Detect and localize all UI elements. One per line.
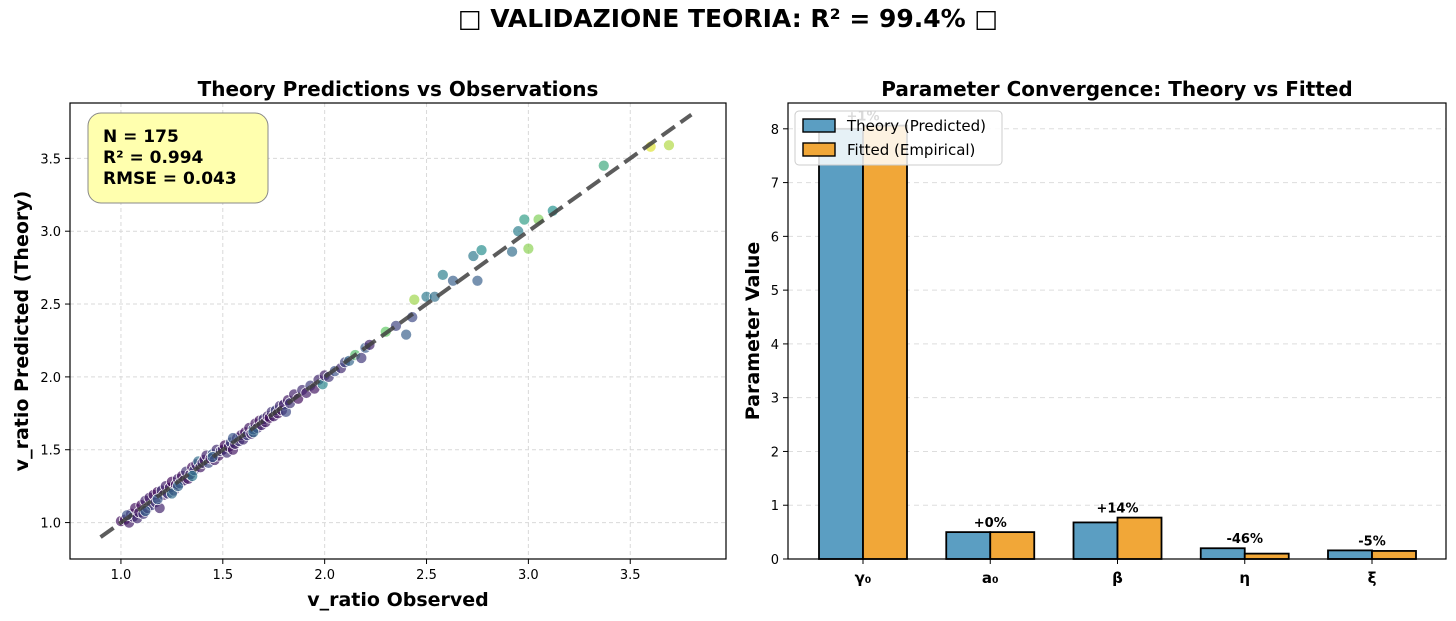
legend-label-fitted: Fitted (Empirical) xyxy=(847,141,975,159)
bar-y-tick-label: 8 xyxy=(771,123,779,138)
stats-r2: R² = 0.994 xyxy=(103,148,204,168)
reference-line xyxy=(99,113,693,539)
bar-annotations: +1%+0%+14%-46%-5% xyxy=(847,110,1386,550)
bar-y-tick-label: 6 xyxy=(771,230,779,245)
bar-y-tick-label: 1 xyxy=(771,499,779,514)
scatter-chart: Theory Predictions vs Observations 1.0 1.… xyxy=(11,77,727,611)
bar-x-axis: γ₀ a₀ β η ξ xyxy=(855,559,1377,587)
scatter-point xyxy=(597,159,610,172)
scatter-point xyxy=(518,213,531,226)
scatter-point xyxy=(436,269,449,281)
scatter-point xyxy=(475,244,488,256)
bar-legend: Theory (Predicted) Fitted (Empirical) xyxy=(794,110,1003,166)
scatter-y-axis: 1.0 1.5 2.0 2.5 3.0 3.5 xyxy=(40,152,70,532)
scatter-x-tick-label: 1.5 xyxy=(212,568,233,583)
bar-annotation: -5% xyxy=(1358,534,1385,549)
scatter-x-tick-label: 2.5 xyxy=(416,568,437,583)
bar-theory xyxy=(1199,547,1246,560)
stats-box-background xyxy=(87,112,269,204)
scatter-y-tick-label: 3.0 xyxy=(40,225,61,240)
scatter-point xyxy=(506,245,518,258)
scatter-y-tick-label: 2.5 xyxy=(40,298,61,313)
bar-annotation: +0% xyxy=(974,516,1007,531)
scatter-y-tick-label: 1.5 xyxy=(40,444,61,459)
bar-y-tick-label: 2 xyxy=(771,445,779,460)
bar-annotation: -46% xyxy=(1226,532,1263,547)
scatter-x-tick-label: 1.0 xyxy=(111,568,132,583)
bar-marks xyxy=(818,124,1417,560)
bar-y-label: Parameter Value xyxy=(742,242,764,420)
bar-fitted xyxy=(862,124,908,560)
bar-x-tick-label: η xyxy=(1239,569,1250,587)
bar-y-tick-label: 3 xyxy=(771,392,779,407)
bar-fitted xyxy=(989,531,1036,560)
bar-theory xyxy=(945,531,992,560)
stats-n: N = 175 xyxy=(103,127,179,147)
legend-swatch-fitted xyxy=(802,142,836,157)
scatter-x-axis: 1.0 1.5 2.0 2.5 3.0 3.5 xyxy=(111,559,641,583)
scatter-point xyxy=(467,250,480,262)
bar-theory xyxy=(1327,549,1373,560)
scatter-frame xyxy=(69,102,727,560)
stats-rmse: RMSE = 0.043 xyxy=(103,169,237,189)
scatter-x-tick-label: 3.0 xyxy=(518,568,539,583)
scatter-point xyxy=(400,328,412,341)
bar-fitted xyxy=(1371,550,1417,560)
scatter-x-tick-label: 2.0 xyxy=(314,568,335,583)
stats-box: N = 175 R² = 0.994 RMSE = 0.043 xyxy=(87,112,269,204)
bar-annotation: +14% xyxy=(1096,502,1138,517)
figure-title: □ VALIDAZIONE TEORIA: R² = 99.4% □ xyxy=(457,4,999,33)
scatter-title: Theory Predictions vs Observations xyxy=(198,77,599,101)
scatter-x-label: v_ratio Observed xyxy=(307,589,489,611)
scatter-point xyxy=(471,274,484,287)
bar-x-tick-label: ξ xyxy=(1368,569,1377,587)
scatter-y-tick-label: 3.5 xyxy=(40,152,61,167)
legend-swatch-theory xyxy=(802,118,836,133)
scatter-point xyxy=(355,352,368,364)
bar-y-tick-label: 5 xyxy=(771,284,779,299)
bar-x-tick-label: γ₀ xyxy=(855,569,872,587)
bar-x-tick-label: a₀ xyxy=(982,569,999,587)
bar-title: Parameter Convergence: Theory vs Fitted xyxy=(881,77,1352,101)
bar-theory xyxy=(818,127,864,560)
scatter-x-tick-label: 3.5 xyxy=(620,568,641,583)
bar-y-tick-label: 0 xyxy=(771,553,779,568)
bar-fitted xyxy=(1243,552,1290,560)
legend-frame xyxy=(794,110,1003,166)
bar-y-axis: 0 1 2 3 4 5 6 7 8 xyxy=(771,123,788,568)
scatter-y-label: v_ratio Predicted (Theory) xyxy=(11,191,33,472)
scatter-grid xyxy=(70,103,726,559)
bar-x-tick-label: β xyxy=(1112,569,1123,587)
scatter-point xyxy=(408,293,421,306)
scatter-point xyxy=(522,242,535,255)
scatter-point xyxy=(663,139,675,152)
scatter-y-tick-label: 2.0 xyxy=(40,371,61,386)
legend-label-theory: Theory (Predicted) xyxy=(846,117,986,135)
bar-y-tick-label: 7 xyxy=(771,177,779,192)
bar-fitted xyxy=(1116,516,1163,560)
scatter-y-tick-label: 1.0 xyxy=(40,517,61,532)
bar-theory xyxy=(1072,521,1119,560)
bar-y-tick-label: 4 xyxy=(771,338,779,353)
